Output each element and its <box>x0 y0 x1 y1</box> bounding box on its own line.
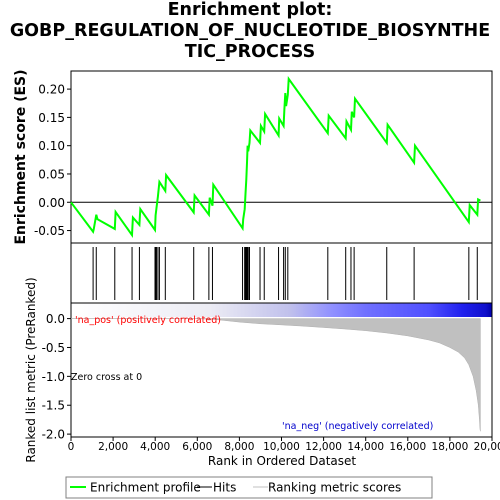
plot-title-line-3: TIC_PROCESS <box>184 42 316 62</box>
enrichment-profile-line <box>70 76 481 239</box>
es-panel-frame <box>70 70 493 244</box>
legend-box <box>65 476 433 499</box>
plot-title-line-2: GOBP_REGULATION_OF_NUCLEOTIDE_BIOSYNTHE <box>9 21 491 41</box>
es-y-tick-label: 0.15 <box>38 111 65 125</box>
es-y-tick-label: 0.00 <box>38 196 65 210</box>
hits-panel <box>70 242 493 304</box>
ranked-list-y-axis-label: Ranked list metric (PreRanked) <box>24 277 38 462</box>
x-tick-label: 20,000 <box>474 441 500 453</box>
legend-enrichment-label: Enrichment profile <box>90 481 201 495</box>
x-tick-label: 4,000 <box>140 441 170 453</box>
es-y-tick-label: 0.10 <box>38 139 65 153</box>
plot-title: Enrichment plot: GOBP_REGULATION_OF_NUCL… <box>0 0 500 63</box>
ranked-list-x-axis-label: Rank in Ordered Dataset <box>208 454 356 468</box>
es-y-tick-label: 0.05 <box>38 167 65 181</box>
ranked-list-panel: 0.0 -0.5 -1.0 -1.5 -2.0 0 2,000 4,000 6,000 8,00… <box>24 277 500 468</box>
es-y-axis: -0.05 0.00 0.05 0.10 0.15 0.20 <box>34 83 71 238</box>
x-tick-label: 8,000 <box>224 441 254 453</box>
ranked-list-y-tick-label: 0.0 <box>46 312 65 326</box>
ranked-list-y-tick-label: -0.5 <box>42 341 65 355</box>
hit-markers <box>92 247 478 300</box>
hits-panel-frame <box>70 242 493 304</box>
ranked-list-y-tick-label: -2.0 <box>42 428 65 442</box>
es-y-tick-label: -0.05 <box>34 224 65 238</box>
x-tick-label: 16,000 <box>389 441 426 453</box>
negatively-correlated-label: 'na_neg' (negatively correlated) <box>282 421 433 432</box>
x-tick-label: 2,000 <box>98 441 128 453</box>
x-tick-label: 10,000 <box>263 441 300 453</box>
ranked-list-x-axis: 0 2,000 4,000 6,000 8,000 10,000 12,000 14,000 1… <box>68 437 500 453</box>
x-tick-label: 18,000 <box>432 441 469 453</box>
ranked-list-y-tick-label: -1.5 <box>42 399 65 413</box>
x-tick-label: 0 <box>68 441 75 453</box>
positively-correlated-label: 'na_pos' (positively correlated) <box>75 315 221 326</box>
rank-color-bar <box>71 303 492 317</box>
ranked-list-y-axis: 0.0 -0.5 -1.0 -1.5 -2.0 <box>42 312 71 442</box>
x-tick-label: 6,000 <box>182 441 212 453</box>
es-y-axis-label: Enrichment score (ES) <box>13 69 29 244</box>
zero-cross-label: Zero cross at 0 <box>71 372 142 383</box>
es-panel: -0.05 0.00 0.05 0.10 0.15 0.20 Enrichment sco… <box>13 69 493 245</box>
x-tick-label: 14,000 <box>347 441 384 453</box>
legend: Enrichment profile Hits Ranking metric s… <box>65 476 433 499</box>
es-y-tick-label: 0.20 <box>38 83 65 97</box>
ranking-metric-area <box>71 318 481 432</box>
ranked-list-y-tick-label: -1.0 <box>42 370 65 384</box>
plot-title-line-1: Enrichment plot: <box>167 0 333 20</box>
legend-hits-label: Hits <box>213 481 236 495</box>
legend-ranking-label: Ranking metric scores <box>268 481 401 495</box>
x-tick-label: 12,000 <box>305 441 342 453</box>
